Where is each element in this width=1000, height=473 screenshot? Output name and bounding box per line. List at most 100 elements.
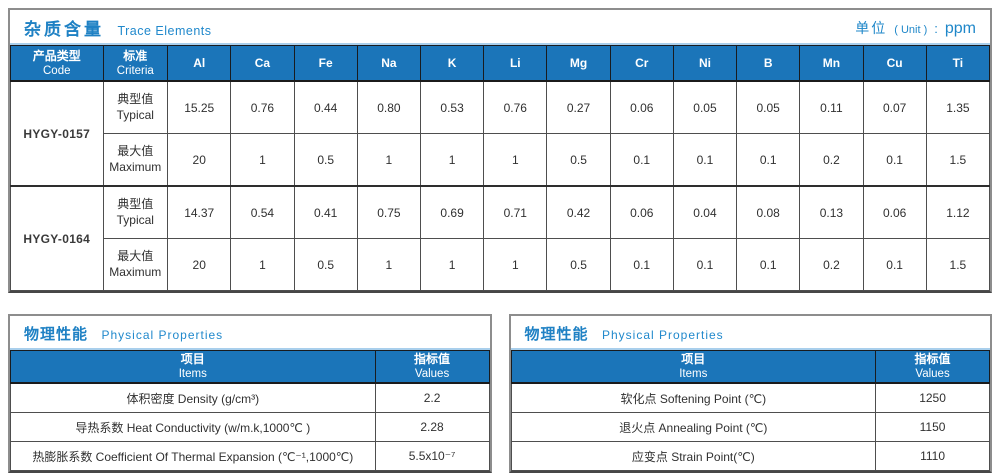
trace-value-cell: 0.54: [230, 185, 295, 239]
trace-value-cell: 0.1: [736, 238, 801, 291]
element-column-header-ti: Ti: [925, 45, 991, 82]
element-column-header-mg: Mg: [546, 45, 611, 82]
trace-value-cell: 0.2: [799, 133, 864, 187]
trace-value-cell: 0.69: [419, 185, 485, 239]
physical-property-row: 热膨胀系数 Coefficient Of Thermal Expansion (…: [10, 441, 490, 471]
trace-value-cell: 0.27: [546, 80, 611, 134]
trace-value-cell: 0.1: [672, 133, 738, 187]
product-code-cell: HYGY-0157: [10, 80, 104, 187]
trace-value-cell: 0.76: [483, 80, 548, 134]
criteria-header-zh: 标准: [123, 48, 148, 63]
trace-value-cell: 1: [230, 238, 295, 291]
trace-title-zh: 杂质含量: [24, 20, 104, 39]
element-column-header-k: K: [419, 45, 485, 82]
trace-value-cell: 15.25: [167, 80, 232, 134]
physical-property-row: 体积密度 Density (g/cm³) 2.2: [10, 382, 490, 413]
trace-value-cell: 0.5: [546, 238, 611, 291]
trace-table-row: 最大值 Maximum 20 1 0.5 1 1 1 0.5 0.1 0.1 0.1 0.2 0.1 1.5: [11, 238, 991, 291]
trace-value-cell: 1: [356, 238, 421, 291]
trace-value-cell: 0.5: [293, 238, 358, 291]
trace-value-cell: 0.71: [483, 185, 548, 239]
trace-value-cell: 0.5: [546, 133, 611, 187]
product-code-column-header: 产品类型 Code: [10, 45, 104, 82]
physical-left-title-en: Physical Properties: [101, 327, 224, 342]
trace-value-cell: 1: [419, 133, 485, 187]
trace-value-cell: 0.1: [862, 133, 927, 187]
trace-value-cell: 1: [230, 133, 295, 187]
property-value-cell: 2.2: [374, 382, 490, 413]
values-header-en: Values: [414, 368, 450, 381]
criteria-cell: 典型值 Typical: [102, 80, 169, 134]
trace-value-cell: 0.1: [609, 238, 674, 291]
element-column-header-ni: Ni: [672, 45, 738, 82]
trace-value-cell: 0.11: [799, 80, 864, 134]
physical-properties-section-right: 物理性能 Physical Properties 项目 Items 指标值 Va…: [508, 314, 992, 473]
unit-label-zh: 单位: [855, 19, 888, 36]
element-column-header-cr: Cr: [609, 45, 674, 82]
element-column-header-ca: Ca: [230, 45, 295, 82]
physical-right-title-row: 物理性能 Physical Properties: [510, 316, 990, 350]
trace-value-cell: 1: [483, 133, 548, 187]
element-column-header-na: Na: [356, 45, 421, 82]
trace-value-cell: 0.41: [293, 185, 358, 239]
items-column-header: 项目 Items: [10, 350, 376, 384]
trace-value-cell: 20: [167, 133, 232, 187]
trace-value-cell: 0.06: [609, 80, 674, 134]
trace-value-cell: 0.42: [546, 185, 611, 239]
trace-header-row: 产品类型 Code 标准 Criteria Al Ca Fe Na K Li Mg Cr Ni B…: [10, 45, 991, 82]
property-value-cell: 1110: [875, 441, 990, 471]
trace-value-cell: 0.44: [293, 80, 358, 134]
trace-value-cell: 0.53: [419, 80, 485, 134]
property-value-cell: 1250: [875, 382, 990, 413]
items-header-zh: 项目: [681, 352, 706, 367]
trace-value-cell: 20: [167, 238, 232, 291]
trace-value-cell: 0.06: [862, 185, 927, 239]
element-column-header-b: B: [736, 45, 801, 82]
physical-left-title-row: 物理性能 Physical Properties: [10, 316, 490, 350]
trace-value-cell: 1.12: [925, 185, 991, 239]
trace-value-cell: 0.5: [293, 133, 358, 187]
trace-value-cell: 0.04: [672, 185, 738, 239]
trace-value-cell: 1.5: [925, 133, 991, 187]
trace-value-cell: 0.1: [862, 238, 927, 291]
physical-property-row: 应变点 Strain Point(℃) 1110: [510, 441, 990, 471]
items-column-header: 项目 Items: [510, 350, 877, 384]
trace-value-cell: 0.07: [862, 80, 927, 134]
product-code-cell: HYGY-0164: [10, 185, 104, 291]
property-item-cell: 退火点 Annealing Point (℃): [510, 412, 877, 442]
physical-right-title-en: Physical Properties: [601, 327, 724, 342]
criteria-label-en: Typical: [116, 107, 154, 122]
element-column-header-cu: Cu: [862, 45, 927, 82]
trace-value-cell: 14.37: [167, 185, 232, 239]
physical-property-row: 退火点 Annealing Point (℃) 1150: [510, 412, 990, 442]
values-header-zh: 指标值: [414, 352, 451, 367]
trace-value-cell: 0.06: [609, 185, 674, 239]
property-value-cell: 1150: [875, 412, 990, 442]
physical-right-header-row: 项目 Items 指标值 Values: [510, 350, 990, 384]
physical-property-row: 软化点 Softening Point (℃) 1250: [510, 382, 990, 413]
criteria-label-zh: 最大值: [117, 143, 154, 158]
property-value-cell: 5.5x10⁻⁷: [374, 441, 490, 471]
trace-value-cell: 0.05: [672, 80, 738, 134]
physical-right-title-zh: 物理性能: [524, 325, 589, 343]
property-item-cell: 导热系数 Heat Conductivity (w/m.k,1000℃ ): [10, 412, 376, 442]
criteria-label-en: Maximum: [109, 159, 162, 174]
physical-right-table: 项目 Items 指标值 Values 软化点 Softening Point …: [510, 350, 991, 471]
criteria-label-zh: 典型值: [117, 91, 154, 106]
trace-value-cell: 1: [356, 133, 421, 187]
trace-value-cell: 0.13: [799, 185, 864, 239]
property-item-cell: 热膨胀系数 Coefficient Of Thermal Expansion (…: [10, 441, 376, 471]
trace-table-row: HYGY-0157 典型值 Typical 15.25 0.76 0.44 0.80 0.53…: [10, 80, 991, 187]
property-item-cell: 体积密度 Density (g/cm³): [10, 382, 376, 413]
criteria-column-header: 标准 Criteria: [102, 45, 169, 82]
values-column-header: 指标值 Values: [875, 350, 990, 384]
trace-section-title: 杂质含量 Trace Elements: [24, 15, 212, 40]
physical-left-header-row: 项目 Items 指标值 Values: [10, 350, 490, 384]
property-item-cell: 软化点 Softening Point (℃): [510, 382, 877, 413]
criteria-header-en: Criteria: [116, 64, 154, 77]
unit-label: 单位 ( Unit ) : ppm: [855, 18, 976, 38]
trace-value-cell: 0.75: [356, 185, 421, 239]
physical-left-table: 项目 Items 指标值 Values 体积密度 Density (g/cm³)…: [10, 350, 490, 471]
physical-property-row: 导热系数 Heat Conductivity (w/m.k,1000℃ ) 2.2…: [10, 412, 490, 442]
items-header-en: Items: [679, 368, 708, 381]
